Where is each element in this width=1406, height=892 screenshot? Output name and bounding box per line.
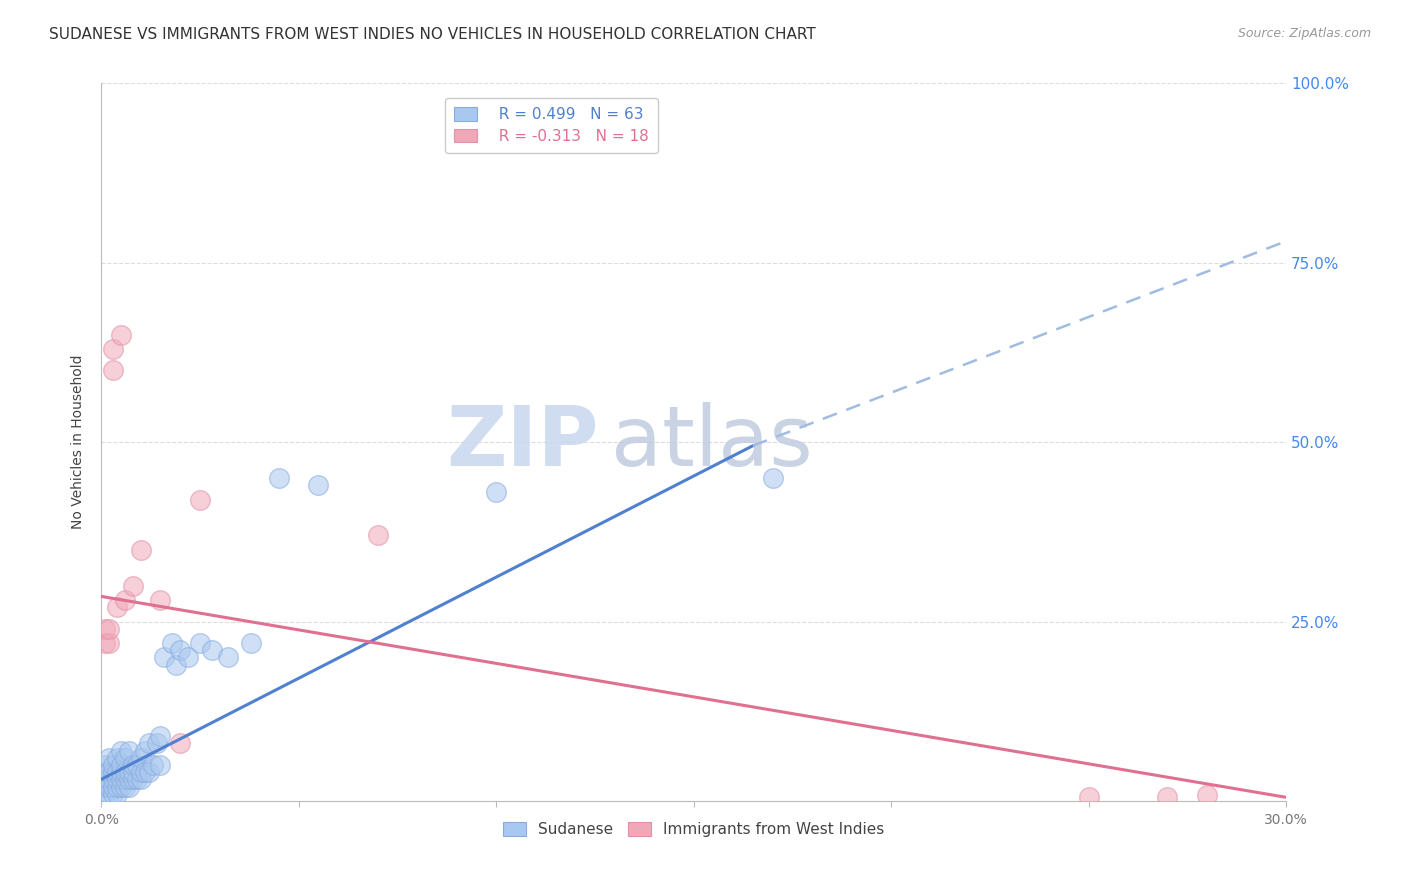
Point (118, 744, 141, 758)
Point (96, 780, 118, 794)
Text: Source: ZipAtlas.com: Source: ZipAtlas.com (1237, 27, 1371, 40)
Point (188, 636, 211, 650)
Point (138, 765, 160, 780)
Point (110, 758, 132, 772)
Point (118, 772, 141, 787)
Text: SUDANESE VS IMMIGRANTS FROM WEST INDIES NO VEHICLES IN HOUSEHOLD CORRELATION CHA: SUDANESE VS IMMIGRANTS FROM WEST INDIES … (49, 27, 815, 42)
Point (98, 636, 121, 650)
Point (91, 780, 114, 794)
Point (149, 758, 172, 772)
Point (94, 772, 117, 787)
Point (98, 780, 121, 794)
Point (121, 758, 143, 772)
Point (121, 765, 143, 780)
Point (101, 765, 124, 780)
Point (201, 643, 224, 657)
Point (165, 657, 187, 672)
Point (101, 758, 124, 772)
Point (240, 636, 263, 650)
Text: ZIP: ZIP (446, 401, 599, 483)
Point (105, 600, 128, 615)
Point (138, 737, 160, 751)
Point (169, 737, 191, 751)
Point (114, 772, 136, 787)
Point (105, 787, 128, 801)
Legend: Sudanese, Immigrants from West Indies: Sudanese, Immigrants from West Indies (496, 816, 890, 844)
Point (307, 478, 329, 492)
Point (114, 751, 136, 765)
Point (125, 758, 148, 772)
Point (110, 765, 132, 780)
Point (98, 622, 121, 636)
Point (1077, 790, 1099, 805)
Point (98, 765, 121, 780)
Point (94, 636, 117, 650)
Point (129, 542, 152, 557)
Point (149, 593, 172, 607)
Point (114, 593, 136, 607)
Point (105, 765, 128, 780)
Point (1156, 790, 1178, 805)
Point (129, 765, 152, 780)
Point (217, 650, 239, 665)
Point (162, 636, 184, 650)
Point (125, 772, 148, 787)
Point (761, 471, 783, 485)
Point (134, 765, 156, 780)
Point (114, 780, 136, 794)
Point (1195, 788, 1218, 802)
Point (134, 744, 156, 758)
Point (367, 528, 389, 542)
Point (98, 751, 121, 765)
Point (101, 342, 124, 356)
Point (101, 780, 124, 794)
Point (169, 643, 191, 657)
Y-axis label: No Vehicles in Household: No Vehicles in Household (72, 355, 86, 530)
Point (110, 772, 132, 787)
Text: atlas: atlas (610, 401, 813, 483)
Point (142, 758, 165, 772)
Point (129, 751, 152, 765)
Point (118, 780, 141, 794)
Point (145, 737, 167, 751)
Point (94, 787, 117, 801)
Point (101, 772, 124, 787)
Point (105, 751, 128, 765)
Point (98, 787, 121, 801)
Point (110, 744, 132, 758)
Point (105, 780, 128, 794)
Point (485, 485, 508, 500)
Point (101, 363, 124, 377)
Point (149, 729, 172, 743)
Point (94, 758, 117, 772)
Point (177, 650, 200, 665)
Point (94, 622, 117, 636)
Point (129, 772, 152, 787)
Point (110, 327, 132, 342)
Point (121, 772, 143, 787)
Point (96, 765, 118, 780)
Point (110, 780, 132, 794)
Point (105, 772, 128, 787)
Point (121, 579, 143, 593)
Point (267, 471, 290, 485)
Point (118, 765, 141, 780)
Point (101, 787, 124, 801)
Point (188, 492, 211, 507)
Point (98, 772, 121, 787)
Point (153, 650, 176, 665)
Point (114, 765, 136, 780)
